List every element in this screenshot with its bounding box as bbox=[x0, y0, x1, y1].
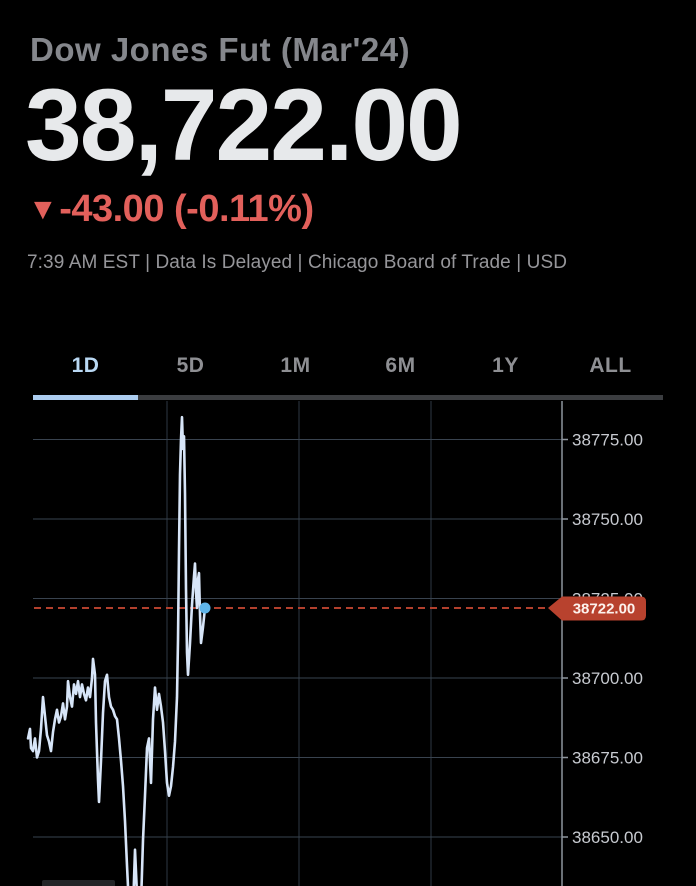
tab-1m[interactable]: 1M bbox=[280, 354, 311, 377]
y-tick-label: 38750.00 bbox=[572, 510, 643, 529]
y-tick-label: 38700.00 bbox=[572, 669, 643, 688]
y-tick-label: 38675.00 bbox=[572, 749, 643, 768]
tab-underline-track bbox=[33, 395, 663, 400]
down-triangle-icon: ▼ bbox=[28, 192, 58, 226]
instrument-title: Dow Jones Fut (Mar'24) bbox=[30, 31, 411, 68]
y-tick-label: 38650.00 bbox=[572, 828, 643, 847]
current-price-tag-label: 38722.00 bbox=[573, 601, 636, 618]
y-tick-label: 38775.00 bbox=[572, 431, 643, 450]
price-change: ▼ -43.00 (-0.11%) bbox=[28, 188, 314, 231]
timeframe-tabs: 1D 5D 1M 6M 1Y ALL bbox=[33, 352, 663, 380]
tab-all[interactable]: ALL bbox=[589, 354, 632, 377]
tab-5d[interactable]: 5D bbox=[176, 354, 205, 377]
tab-1d[interactable]: 1D bbox=[71, 354, 100, 377]
tab-underline-active bbox=[33, 395, 138, 400]
last-price: 38,722.00 bbox=[25, 68, 463, 182]
current-price-tag bbox=[548, 596, 646, 621]
price-change-text: -43.00 (-0.11%) bbox=[59, 188, 314, 230]
last-price-dot bbox=[199, 602, 211, 614]
tab-6m[interactable]: 6M bbox=[385, 354, 416, 377]
price-line-series bbox=[26, 415, 207, 886]
tab-1y[interactable]: 1Y bbox=[492, 354, 519, 377]
quote-meta: 7:39 AM EST | Data Is Delayed | Chicago … bbox=[27, 252, 568, 273]
clipped-element-bottom bbox=[42, 880, 115, 886]
price-chart[interactable]: 38775.0038750.0038725.0038700.0038675.00… bbox=[0, 400, 696, 886]
